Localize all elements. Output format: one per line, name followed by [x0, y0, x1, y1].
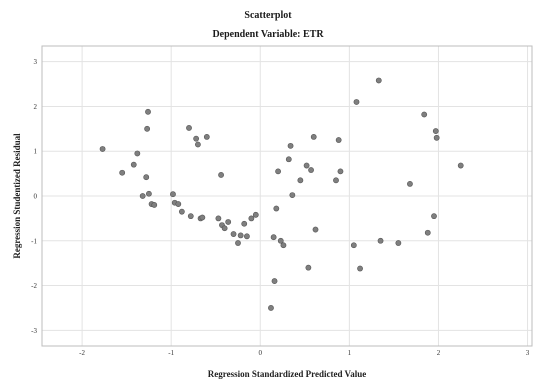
y-tick-label: 1: [34, 148, 38, 156]
data-point: [199, 214, 206, 221]
data-point: [312, 226, 319, 233]
chart-subtitle: Dependent Variable: ETR: [212, 29, 324, 40]
grid-lines: [42, 46, 532, 346]
data-point: [215, 215, 222, 222]
data-point: [230, 231, 237, 237]
data-point: [357, 265, 363, 272]
data-point: [337, 168, 344, 175]
plot-frame: [41, 45, 533, 347]
data-point: [285, 156, 292, 163]
data-point: [350, 242, 357, 249]
data-point: [375, 77, 382, 84]
data-point: [333, 177, 339, 184]
data-point: [407, 181, 413, 187]
y-tick-label: -2: [31, 282, 37, 290]
x-axis-title: Regression Standardized Predicted Value: [208, 369, 366, 379]
data-point: [303, 162, 310, 169]
data-point: [195, 141, 201, 148]
data-point: [433, 134, 440, 141]
x-tick-label: -1: [168, 349, 174, 357]
y-tick-label: 3: [34, 58, 38, 66]
data-point: [270, 234, 277, 241]
data-point: [305, 264, 312, 271]
data-point: [151, 202, 158, 208]
tick-labels: -2 -1 0 1 2 3 -3 -2 -1 0 1 2 3: [31, 58, 530, 357]
y-tick-label: 0: [34, 193, 38, 201]
data-point: [175, 201, 182, 207]
x-tick-label: 1: [348, 349, 352, 357]
y-tick-label: -3: [31, 327, 37, 335]
data-point: [353, 99, 360, 105]
data-points: [99, 77, 464, 311]
chart-title: Scatterplot: [244, 10, 292, 21]
y-tick-label: 2: [34, 103, 38, 111]
data-point: [280, 242, 287, 249]
data-point: [252, 211, 259, 218]
x-tick-label: 0: [259, 349, 263, 357]
data-point: [134, 150, 141, 157]
data-point: [143, 174, 150, 181]
data-point: [287, 142, 294, 149]
data-point: [241, 220, 248, 227]
data-point: [237, 232, 244, 239]
data-point: [432, 128, 439, 134]
data-point: [421, 111, 428, 118]
data-point: [244, 233, 250, 240]
data-point: [424, 229, 431, 236]
data-point: [235, 240, 241, 246]
data-point: [273, 205, 280, 212]
data-point: [218, 172, 224, 178]
x-tick-label: -2: [79, 349, 85, 357]
x-tick-label: 2: [437, 349, 441, 357]
data-point: [119, 169, 126, 176]
y-tick-label: -1: [31, 237, 37, 245]
data-point: [187, 213, 194, 220]
data-point: [170, 191, 176, 198]
data-point: [221, 225, 228, 232]
data-point: [271, 278, 278, 284]
data-point: [277, 237, 284, 244]
data-point: [248, 215, 255, 222]
data-point: [225, 219, 232, 225]
data-point: [310, 133, 317, 140]
data-point: [130, 161, 137, 168]
data-point: [268, 305, 274, 311]
y-axis-title: Regression Studentized Residual: [12, 133, 22, 259]
data-point: [193, 135, 200, 142]
data-point: [178, 208, 185, 215]
data-point: [203, 133, 210, 140]
data-point: [395, 240, 402, 246]
data-point: [139, 193, 146, 199]
data-point: [99, 146, 106, 152]
data-point: [335, 137, 342, 143]
x-tick-label: 3: [526, 349, 530, 357]
data-point: [297, 177, 304, 184]
data-point: [146, 190, 152, 197]
data-point: [289, 192, 296, 199]
data-point: [308, 167, 314, 173]
data-point: [275, 168, 281, 175]
data-point: [186, 125, 192, 131]
data-point: [431, 213, 437, 220]
data-point: [145, 108, 151, 115]
data-point: [377, 237, 384, 244]
data-point: [457, 162, 464, 169]
data-point: [144, 125, 151, 132]
